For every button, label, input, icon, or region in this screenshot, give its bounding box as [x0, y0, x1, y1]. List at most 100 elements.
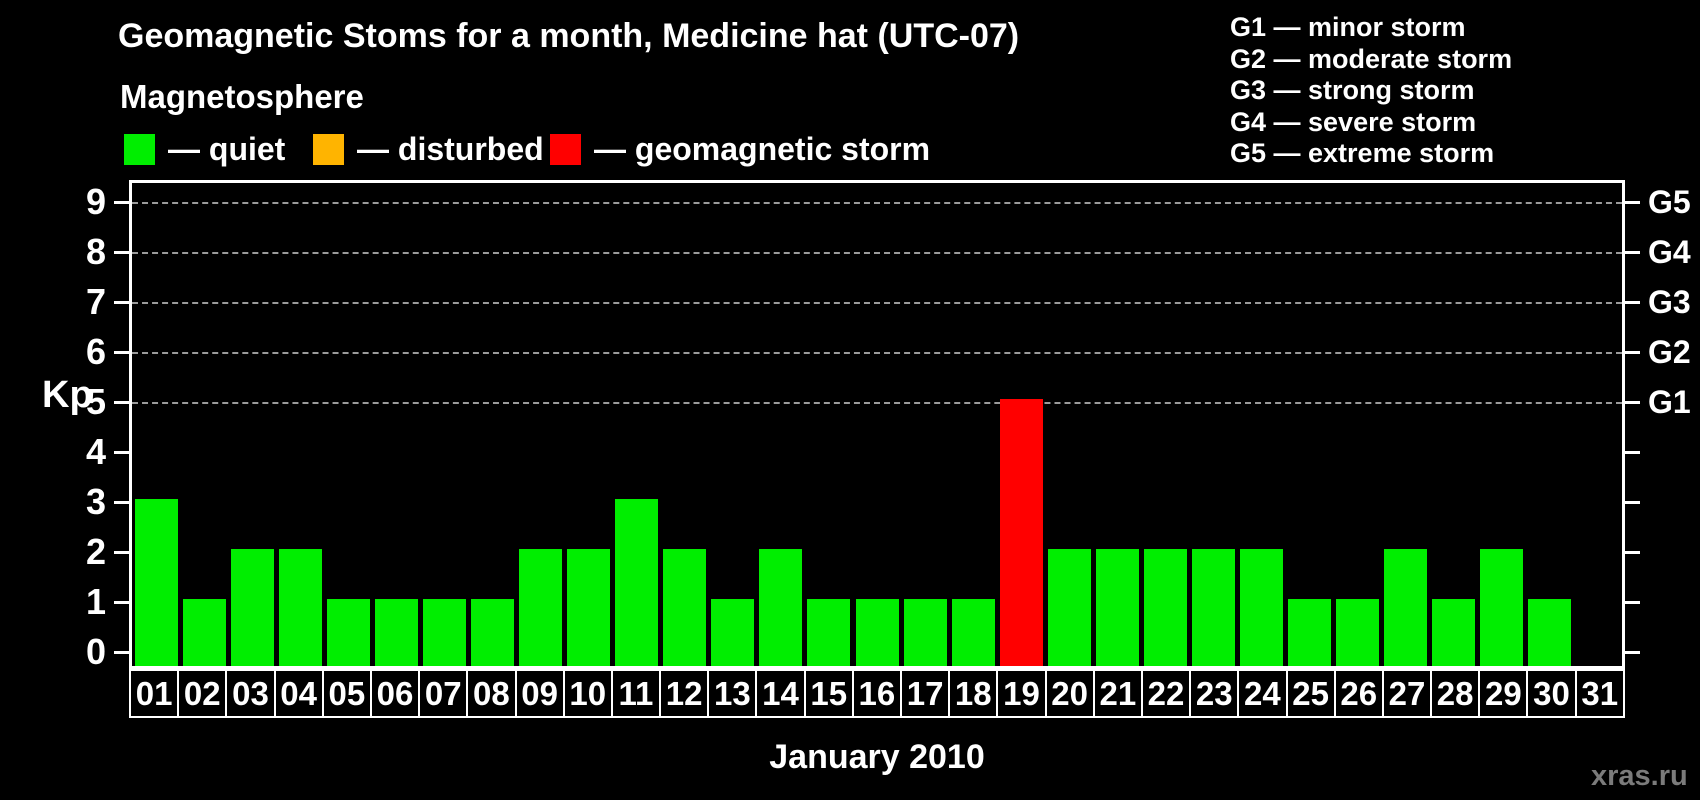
x-axis-day-cell-07: 07	[418, 669, 469, 718]
bar-day-24	[1240, 549, 1284, 666]
bar-day-18	[951, 599, 995, 666]
gridline-g1	[132, 402, 1622, 404]
x-axis-day-cell-11: 11	[610, 669, 662, 718]
bar-day-21	[1095, 549, 1139, 666]
bar-day-12	[663, 549, 707, 666]
x-axis-day-cell-08: 08	[466, 669, 517, 718]
y-left-label-8: 8	[85, 231, 106, 272]
x-axis-day-labels: 01 02 03 04 05 06 07 08 09 10 11 12 13 14 15 16 17 18 19 20…	[129, 669, 1625, 718]
bar-day-10	[567, 549, 611, 666]
x-axis-day-cell-16: 16	[851, 669, 902, 718]
bar-day-23	[1191, 549, 1235, 666]
y-right-tick-1	[1625, 601, 1640, 604]
bar-day-15	[807, 599, 851, 666]
y-left-tick-5	[114, 401, 129, 404]
y-left-label-2: 2	[85, 531, 106, 572]
bar-day-02	[182, 599, 226, 666]
bar-day-07	[422, 599, 466, 666]
bar-day-22	[1143, 549, 1187, 666]
y-axis-title: Kp	[42, 374, 93, 416]
legend-item-storm: — geomagnetic storm	[550, 130, 931, 167]
y-right-label-g5: G5	[1648, 184, 1691, 220]
storm-scale-legend: G1 — minor storm G2 — moderate storm G3 …	[1230, 12, 1512, 170]
y-left-tick-0	[114, 651, 129, 654]
bar-day-26	[1336, 599, 1380, 666]
x-axis-day-cell-29: 29	[1478, 669, 1529, 718]
y-left-label-4: 4	[85, 431, 106, 472]
y-left-tick-6	[114, 351, 129, 354]
x-axis-day-cell-21: 21	[1092, 669, 1143, 718]
x-axis-day-cell-18: 18	[948, 669, 999, 718]
x-axis-day-cell-15: 15	[803, 669, 854, 718]
x-axis-day-cell-01: 01	[129, 669, 180, 718]
y-left-label-6: 6	[85, 331, 106, 372]
bar-day-08	[470, 599, 514, 666]
x-axis-day-cell-31: 31	[1574, 669, 1625, 718]
plot-area	[129, 180, 1625, 669]
y-right-tick-2	[1625, 551, 1640, 554]
y-left-label-0: 0	[85, 631, 106, 672]
disturbed-swatch-icon	[313, 133, 344, 165]
y-right-tick-9	[1625, 201, 1640, 204]
x-axis-title: January 2010	[769, 738, 985, 776]
y-right-label-g3: G3	[1648, 284, 1691, 320]
y-left-label-3: 3	[85, 481, 106, 522]
x-axis-day-cell-20: 20	[1044, 669, 1095, 718]
x-axis-day-cell-19: 19	[996, 669, 1047, 718]
x-axis-day-cell-03: 03	[225, 669, 276, 718]
x-axis-day-cell-04: 04	[273, 669, 324, 718]
legend-label-quiet: — quiet	[168, 130, 286, 167]
bar-day-05	[326, 599, 370, 666]
bar-day-09	[519, 549, 563, 666]
legend-label-storm: — geomagnetic storm	[594, 130, 931, 167]
x-axis-day-cell-12: 12	[659, 669, 710, 718]
y-right-tick-7	[1625, 301, 1640, 304]
y-left-tick-2	[114, 551, 129, 554]
x-axis-day-cell-06: 06	[369, 669, 421, 718]
chart-title: Geomagnetic Stoms for a month, Medicine …	[118, 17, 1020, 55]
x-axis-day-cell-14: 14	[755, 669, 806, 718]
bar-day-19	[999, 399, 1043, 666]
y-right-tick-0	[1625, 651, 1640, 654]
y-left-tick-7	[114, 301, 129, 304]
storm-scale-g1: G1 — minor storm	[1230, 12, 1466, 42]
bar-day-29	[1480, 549, 1524, 666]
y-right-label-g2: G2	[1648, 334, 1691, 370]
bar-day-14	[759, 549, 803, 666]
storm-swatch-icon	[550, 133, 581, 165]
y-left-tick-9	[114, 201, 129, 204]
y-left-label-5: 5	[85, 381, 106, 422]
gridline-g3	[132, 302, 1622, 304]
y-left-label-7: 7	[85, 281, 106, 322]
legend-label-disturbed: — disturbed	[357, 130, 544, 167]
bar-day-11	[615, 499, 659, 666]
y-left-tick-8	[114, 251, 129, 254]
x-axis-day-cell-24: 24	[1237, 669, 1288, 718]
y-right-tick-6	[1625, 351, 1640, 354]
gridline-g5	[132, 202, 1622, 204]
gridline-g2	[132, 352, 1622, 354]
x-axis-day-cell-09: 09	[514, 669, 565, 718]
y-right-tick-8	[1625, 251, 1640, 254]
bar-day-06	[374, 599, 418, 666]
x-axis-day-cell-25: 25	[1285, 669, 1336, 718]
storm-scale-g2: G2 — moderate storm	[1230, 43, 1513, 74]
x-axis-day-cell-22: 22	[1140, 669, 1192, 718]
x-axis-day-cell-05: 05	[321, 669, 372, 718]
y-right-tick-4	[1625, 451, 1640, 454]
bar-day-01	[134, 499, 178, 666]
x-axis-day-cell-26: 26	[1333, 669, 1384, 718]
y-left-tick-4	[114, 451, 129, 454]
bar-day-30	[1528, 599, 1572, 666]
bar-day-16	[855, 599, 899, 666]
y-left-label-1: 1	[85, 581, 106, 622]
bar-day-27	[1384, 549, 1428, 666]
x-axis-day-cell-02: 02	[177, 669, 228, 718]
x-axis-day-cell-28: 28	[1430, 669, 1481, 718]
x-axis-day-cell-17: 17	[900, 669, 951, 718]
y-left-tick-1	[114, 601, 129, 604]
gridline-g4	[132, 252, 1622, 254]
bar-day-25	[1288, 599, 1332, 666]
quiet-swatch-icon	[124, 133, 155, 165]
